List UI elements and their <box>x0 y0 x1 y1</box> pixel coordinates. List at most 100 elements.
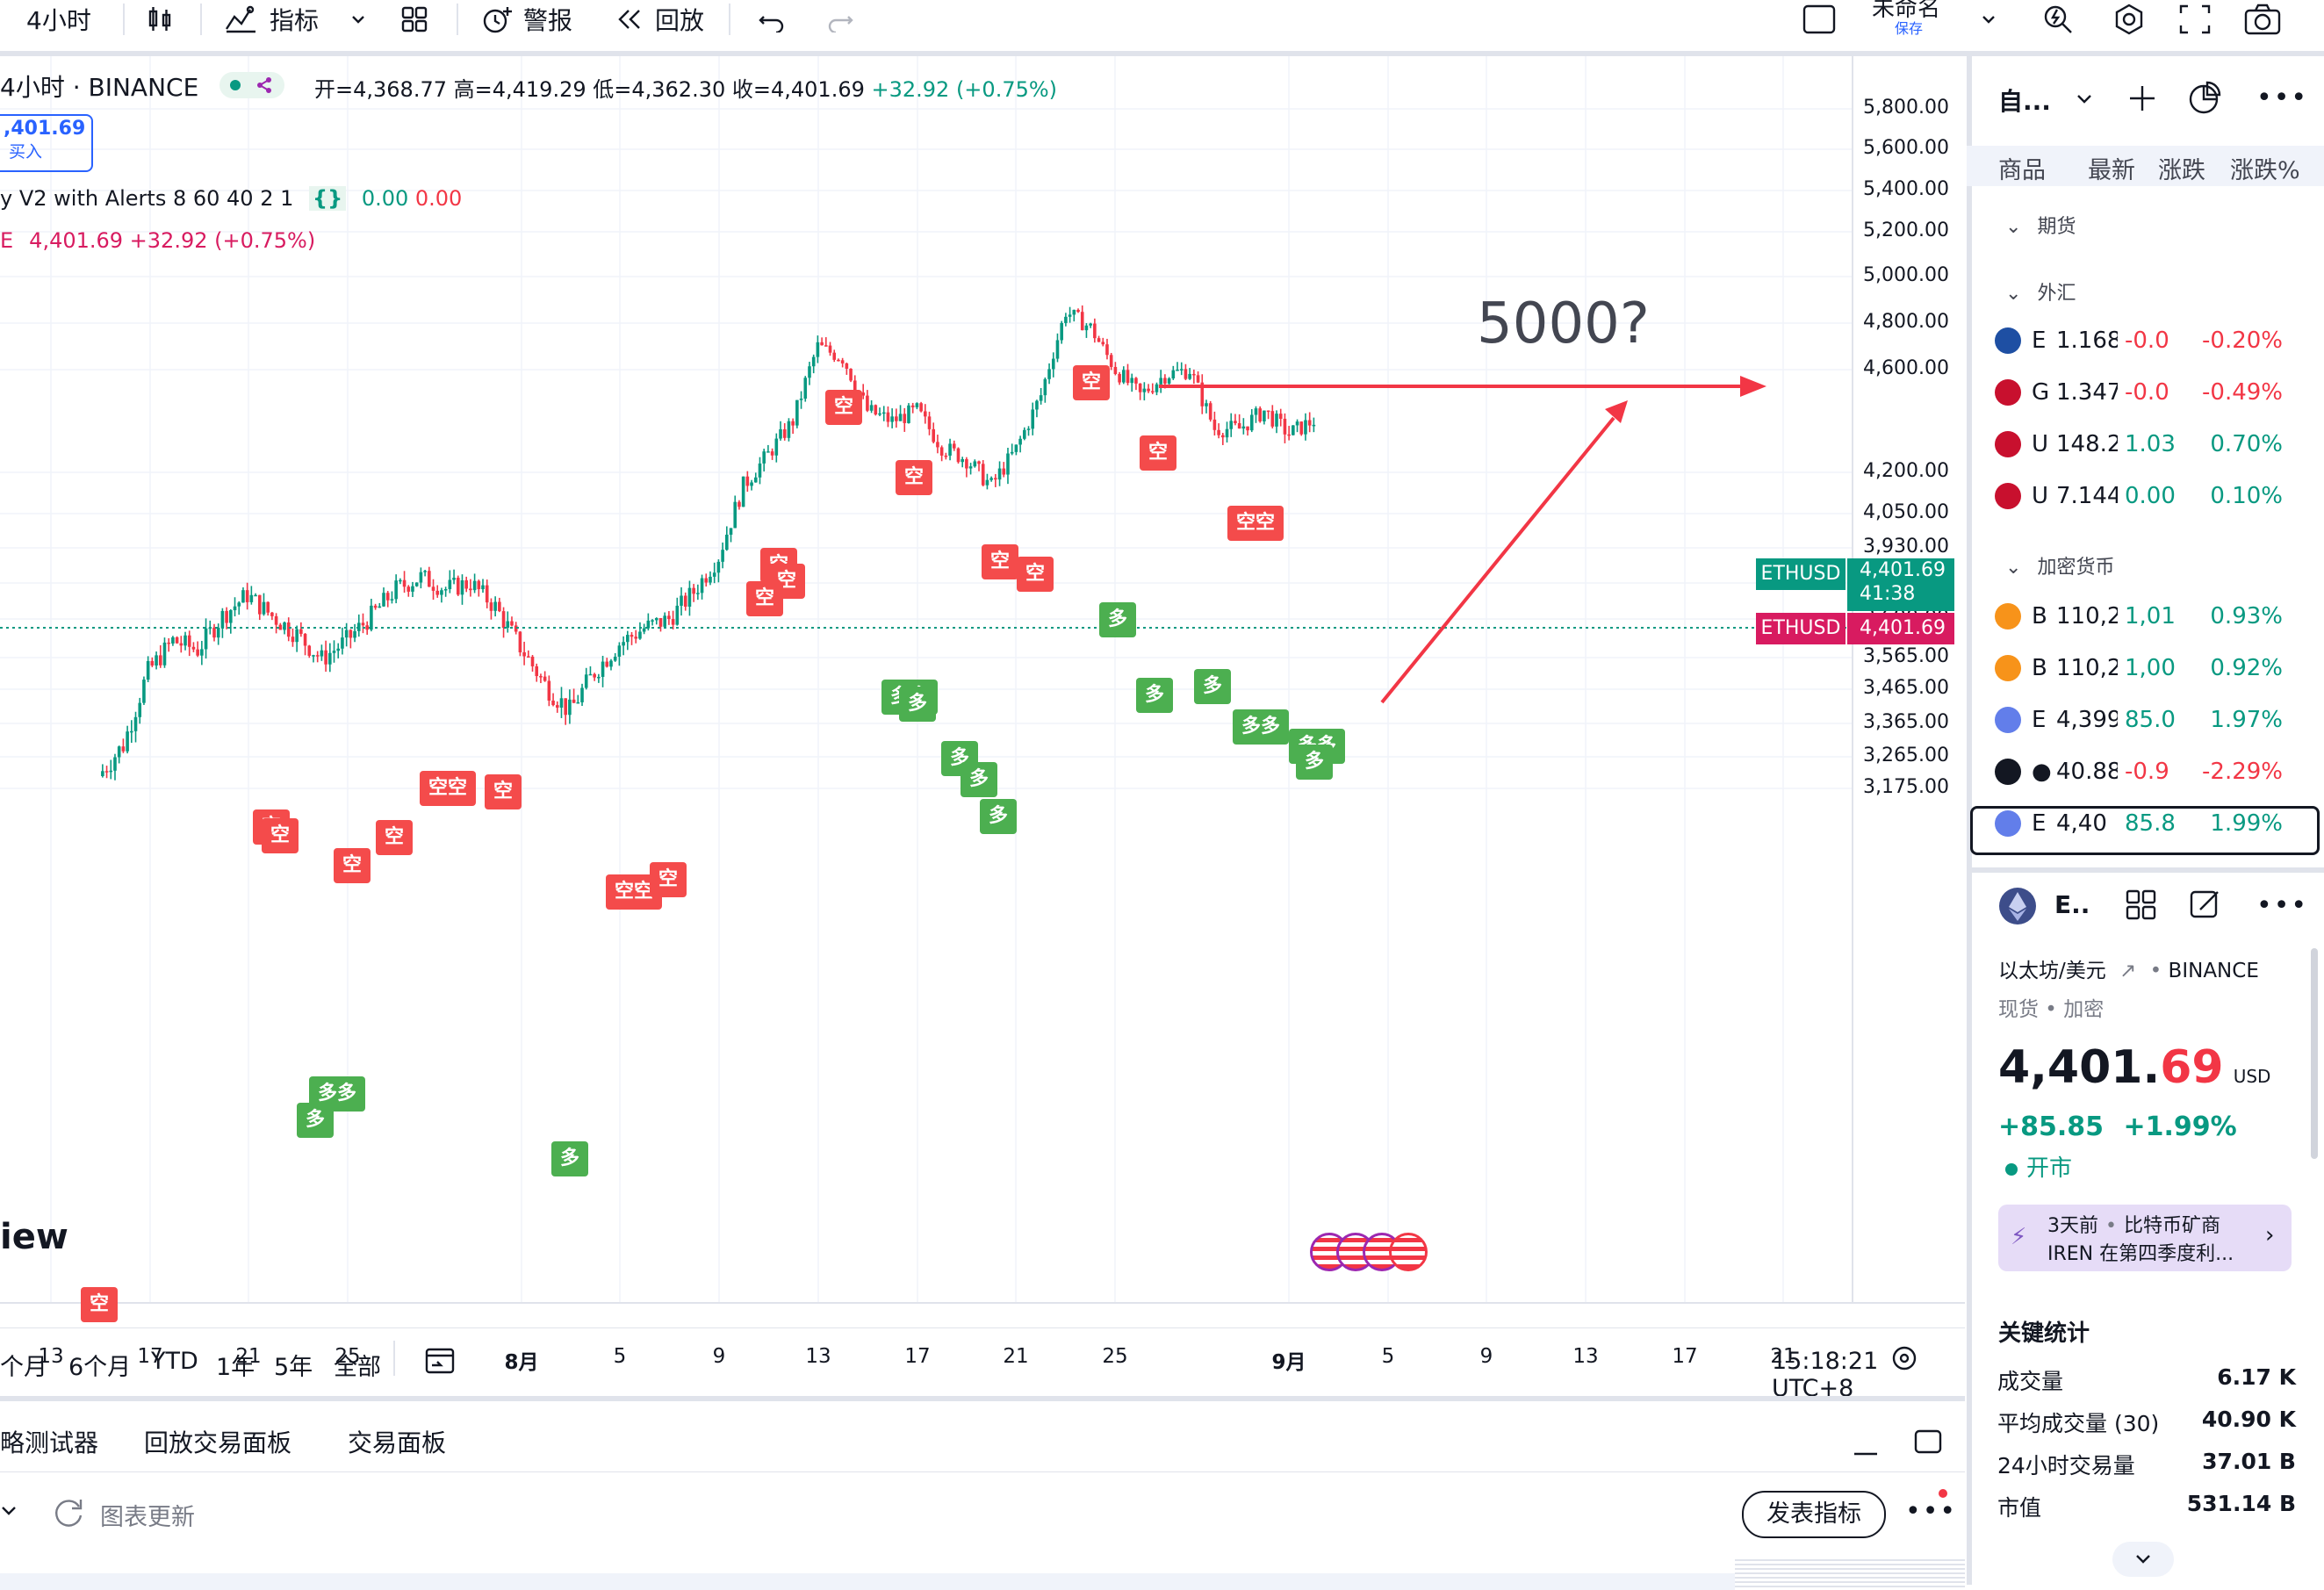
interval-selector[interactable]: 4小时 <box>26 0 91 39</box>
short-signal-tag[interactable]: 空 <box>81 1287 119 1322</box>
section-forex[interactable]: ⌄ 外汇 <box>2005 283 2076 305</box>
replay-button[interactable]: 回放 <box>615 0 704 39</box>
grid-icon[interactable] <box>2125 889 2158 922</box>
column-change-pct[interactable]: 涨跌% <box>2230 157 2300 184</box>
watchlist-row[interactable]: ● 40.88 -0.9 -2.29% <box>1975 747 2318 796</box>
watchlist-row[interactable]: B 110,2 1,01 0.93% <box>1975 592 2318 641</box>
more-icon[interactable]: ••• <box>1905 1496 1958 1527</box>
chart-panel[interactable]: 5000? 4小时 · BINANCE 开=4,368.77 高=4,419.2… <box>0 56 1965 1374</box>
price-chart[interactable] <box>0 56 1965 1327</box>
buy-button[interactable]: ,401.69 买入 <box>0 114 93 172</box>
short-signal-tag[interactable]: 空 <box>896 460 933 495</box>
indicators-dropdown[interactable] <box>349 0 367 39</box>
column-last[interactable]: 最新 <box>2088 157 2135 184</box>
short-signal-tag[interactable]: 空 <box>262 818 299 853</box>
long-signal-tag[interactable]: 多 <box>980 799 1018 834</box>
long-signal-tag[interactable]: 多多 <box>309 1076 366 1112</box>
indicators-button[interactable]: 指标 <box>224 0 319 39</box>
watchlist-row[interactable]: E 1.168 -0.0 -0.20% <box>1975 316 2318 365</box>
long-signal-tag[interactable]: 多 <box>1136 678 1174 713</box>
column-change[interactable]: 涨跌 <box>2158 157 2205 184</box>
watchlist-row[interactable]: U 7.144 0.00 0.10% <box>1975 471 2318 521</box>
layout-name[interactable]: 未命名 保存 <box>1872 0 1960 39</box>
chart-type-button[interactable] <box>145 0 175 39</box>
watchlist-row[interactable]: G 1.347 -0.0 -0.49% <box>1975 368 2318 417</box>
long-signal-tag[interactable]: 多 <box>551 1141 589 1176</box>
market-status-pill[interactable] <box>219 72 284 98</box>
short-signal-tag[interactable]: 空 <box>485 774 522 809</box>
short-signal-tag[interactable]: 空 <box>1017 557 1054 592</box>
range-all[interactable]: 全部 <box>334 1354 381 1381</box>
short-signal-tag[interactable]: 空 <box>746 581 784 616</box>
news-card[interactable]: ⚡ 3天前 • 比特币矿商 IREN 在第四季度利... › <box>1998 1205 2292 1271</box>
redo-button[interactable] <box>825 0 855 39</box>
section-crypto[interactable]: ⌄ 加密货币 <box>2005 557 2115 579</box>
long-signal-tag[interactable]: 多 <box>899 687 937 722</box>
quick-search-button[interactable] <box>2041 0 2076 39</box>
axis-settings-icon[interactable] <box>1889 1343 1919 1373</box>
details-symbol[interactable]: E.. <box>2054 890 2090 919</box>
clock[interactable]: 15:18:21 UTC+8 <box>1772 1348 1879 1402</box>
range-5y[interactable]: 5年 <box>274 1354 313 1381</box>
candle-body <box>622 642 625 646</box>
symbol-title[interactable]: 4小时 · BINANCE <box>0 73 199 102</box>
tab-strategy-tester[interactable]: 略测试器 <box>0 1428 99 1457</box>
short-signal-tag[interactable]: 空空 <box>1227 506 1284 541</box>
compare-legend[interactable]: E 4,401.69 +32.92 (+0.75%) <box>0 228 315 253</box>
long-signal-tag[interactable]: 多 <box>297 1103 335 1138</box>
minimize-icon[interactable] <box>1851 1433 1881 1459</box>
add-icon[interactable] <box>2126 83 2158 114</box>
column-symbol[interactable]: 商品 <box>1998 157 2046 184</box>
watchlist-row[interactable]: E 4,399 85.0 1.97% <box>1975 695 2318 745</box>
short-signal-tag[interactable]: 空空 <box>420 771 477 806</box>
maximize-icon[interactable] <box>1912 1426 1944 1457</box>
watchlist-row[interactable]: U 148.2 1.03 0.70% <box>1975 420 2318 469</box>
short-signal-tag[interactable]: 空 <box>982 544 1019 579</box>
chevron-down-icon[interactable] <box>2074 90 2095 109</box>
more-icon[interactable]: ••• <box>2256 83 2309 113</box>
long-signal-tag[interactable]: 多多 <box>1233 709 1290 745</box>
settings-button[interactable] <box>2112 0 2147 39</box>
annotation-text[interactable]: 5000? <box>1477 291 1650 356</box>
expand-button[interactable] <box>2112 1542 2174 1577</box>
short-signal-tag[interactable]: 空 <box>650 862 687 897</box>
short-signal-tag[interactable]: 空 <box>825 390 863 425</box>
publish-indicator-button[interactable]: 发表指标 <box>1742 1491 1886 1538</box>
layout-checkbox[interactable] <box>1802 0 1837 39</box>
scrollbar[interactable] <box>2311 948 2318 1159</box>
indicator-legend[interactable]: y V2 with Alerts 8 60 40 2 1 {} 0.00 0.0… <box>0 186 462 211</box>
watchlist-row[interactable]: E 4,40 85.8 1.99% <box>1975 799 2318 848</box>
more-icon[interactable]: ••• <box>2256 890 2309 921</box>
refresh-icon[interactable] <box>49 1494 88 1529</box>
watchlist-title[interactable]: 自... <box>1998 87 2051 116</box>
range-months[interactable]: 个月 <box>0 1354 47 1381</box>
long-signal-tag[interactable]: 多 <box>1296 745 1334 780</box>
short-signal-tag[interactable]: 空 <box>1073 365 1111 400</box>
short-signal-tag[interactable]: 空 <box>334 848 371 883</box>
undo-button[interactable] <box>757 0 787 39</box>
short-signal-tag[interactable]: 空 <box>376 820 414 855</box>
fullscreen-button[interactable] <box>2177 0 2212 39</box>
long-signal-tag[interactable]: 多 <box>961 762 998 797</box>
pie-chart-icon[interactable] <box>2186 81 2223 116</box>
short-signal-tag[interactable]: 空 <box>1140 435 1177 471</box>
snapshot-button[interactable] <box>2243 0 2282 39</box>
long-signal-tag[interactable]: 多 <box>1194 669 1232 704</box>
range-6m[interactable]: 6个月 <box>68 1354 132 1381</box>
range-ytd[interactable]: YTD <box>151 1348 198 1375</box>
tradingview-watermark[interactable]: iew <box>0 1217 68 1257</box>
tab-replay-trading[interactable]: 回放交易面板 <box>144 1428 292 1457</box>
range-1y[interactable]: 1年 <box>216 1354 255 1381</box>
alert-button[interactable]: 警报 <box>479 0 572 39</box>
chevron-down-icon[interactable] <box>0 1501 18 1519</box>
watchlist-row[interactable]: B 110,2 1,00 0.92% <box>1975 644 2318 693</box>
tab-trading-panel[interactable]: 交易面板 <box>348 1428 447 1457</box>
long-signal-tag[interactable]: 多 <box>1099 602 1137 637</box>
section-futures[interactable]: ⌄ 期货 <box>2005 216 2076 238</box>
edit-icon[interactable] <box>2188 887 2223 922</box>
details-name[interactable]: 以太坊/美元 <box>1998 960 2106 982</box>
layouts-button[interactable] <box>399 0 429 39</box>
layout-dropdown[interactable] <box>1980 0 1997 39</box>
market-status[interactable]: 开市 <box>2005 1150 2072 1183</box>
goto-date-icon[interactable] <box>423 1344 458 1376</box>
